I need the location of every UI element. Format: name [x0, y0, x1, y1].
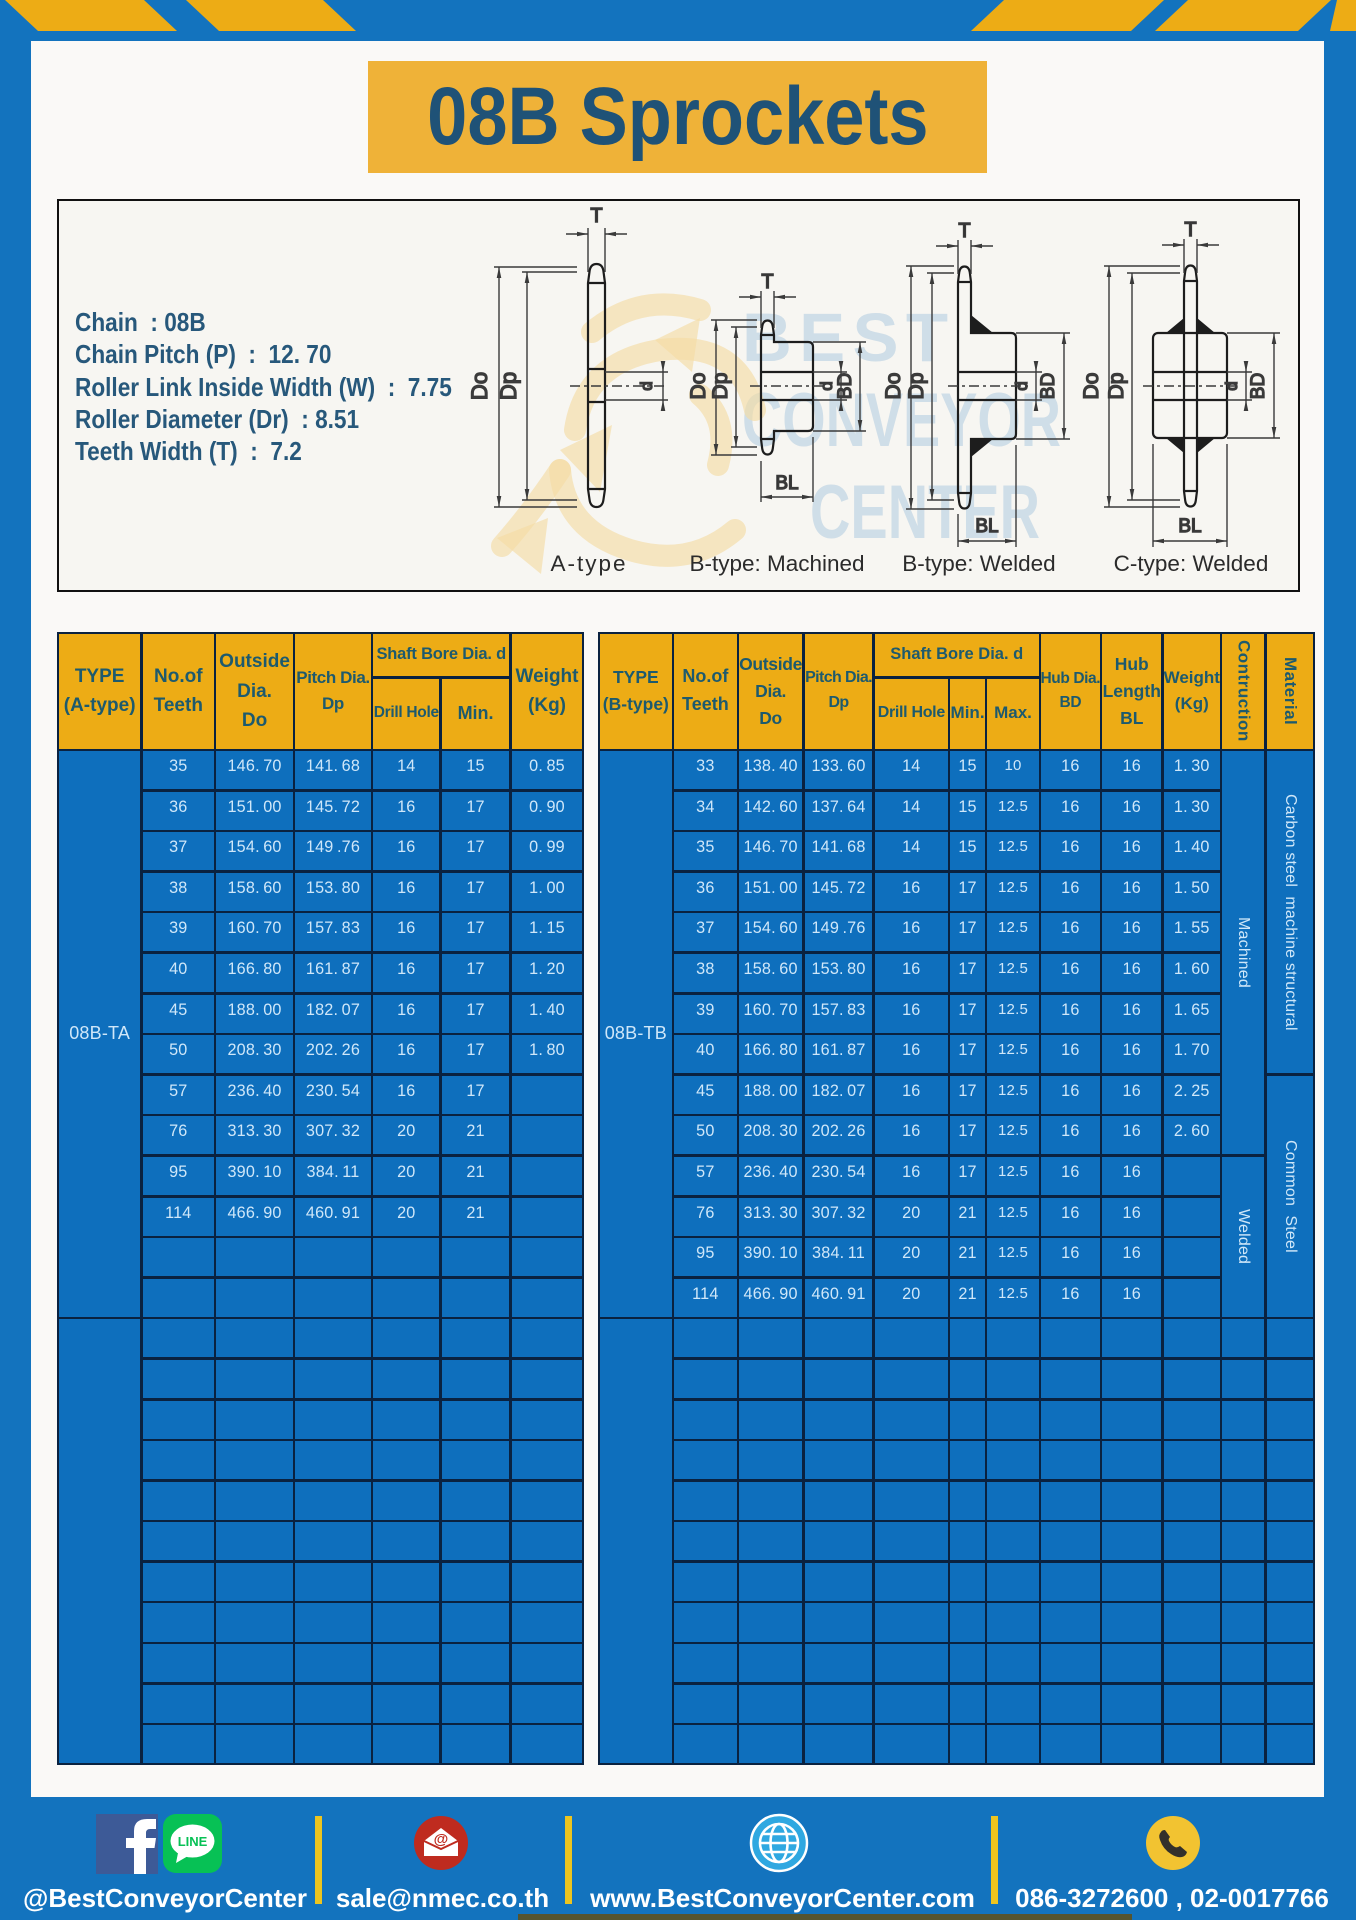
svg-text:@: @: [434, 1831, 449, 1848]
svg-text:d: d: [817, 381, 836, 390]
svg-text:A-type: A-type: [550, 551, 627, 576]
svg-text:d: d: [1222, 381, 1241, 390]
svg-text:Do: Do: [467, 372, 492, 400]
svg-text:CONVEYOR: CONVEYOR: [742, 378, 1061, 463]
svg-text:T: T: [761, 271, 773, 293]
svg-text:LINE: LINE: [178, 1834, 208, 1849]
svg-text:Dp: Dp: [709, 373, 732, 400]
svg-text:Do: Do: [882, 373, 905, 400]
svg-text:B-type: Machined: B-type: Machined: [689, 551, 864, 576]
svg-text:T: T: [590, 205, 602, 227]
svg-text:Dp: Dp: [1105, 373, 1128, 400]
svg-text:d: d: [1012, 381, 1031, 390]
svg-text:BL: BL: [1178, 516, 1201, 537]
svg-text:Dp: Dp: [905, 373, 928, 400]
svg-text:T: T: [958, 220, 970, 242]
svg-text:BL: BL: [975, 516, 998, 537]
svg-text:BEST: BEST: [742, 299, 948, 376]
svg-text:T: T: [1184, 219, 1196, 241]
svg-text:d: d: [637, 381, 656, 390]
svg-text:BL: BL: [775, 473, 798, 494]
svg-text:BD: BD: [1248, 373, 1269, 399]
svg-text:Do: Do: [1080, 373, 1103, 400]
svg-text:BD: BD: [835, 373, 856, 399]
svg-text:C-type: Welded: C-type: Welded: [1114, 551, 1269, 576]
svg-text:B-type: Welded: B-type: Welded: [902, 551, 1055, 576]
svg-text:Dp: Dp: [496, 372, 521, 400]
svg-text:BD: BD: [1038, 373, 1059, 399]
svg-text:Do: Do: [687, 373, 710, 400]
